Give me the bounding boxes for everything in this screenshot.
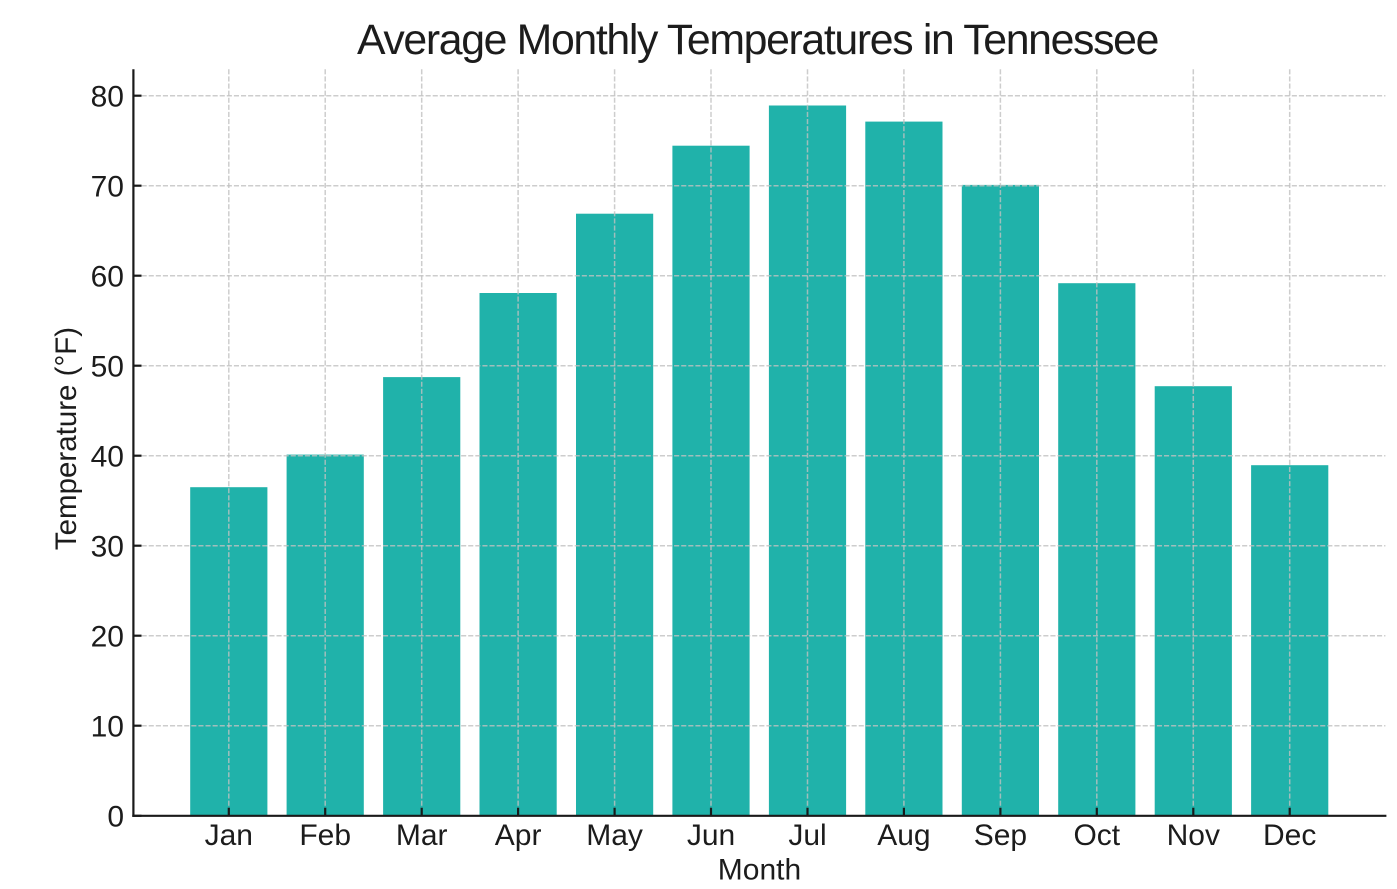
svg-text:Dec: Dec bbox=[1263, 819, 1316, 852]
svg-text:Apr: Apr bbox=[495, 819, 542, 852]
svg-text:May: May bbox=[586, 819, 643, 852]
svg-text:Temperature (°F): Temperature (°F) bbox=[50, 327, 83, 550]
svg-text:60: 60 bbox=[91, 261, 124, 294]
svg-text:20: 20 bbox=[91, 621, 124, 654]
svg-text:Oct: Oct bbox=[1073, 819, 1120, 852]
svg-text:Jan: Jan bbox=[205, 819, 253, 852]
svg-text:Nov: Nov bbox=[1167, 819, 1220, 852]
svg-text:80: 80 bbox=[91, 81, 124, 114]
svg-text:Jun: Jun bbox=[687, 819, 735, 852]
svg-text:50: 50 bbox=[91, 351, 124, 384]
svg-text:Jul: Jul bbox=[788, 819, 826, 852]
svg-text:Aug: Aug bbox=[877, 819, 930, 852]
svg-text:Feb: Feb bbox=[299, 819, 351, 852]
svg-text:70: 70 bbox=[91, 171, 124, 204]
svg-text:30: 30 bbox=[91, 531, 124, 564]
svg-text:Month: Month bbox=[718, 853, 801, 886]
svg-text:Mar: Mar bbox=[396, 819, 448, 852]
svg-text:10: 10 bbox=[91, 711, 124, 744]
svg-text:Sep: Sep bbox=[974, 819, 1027, 852]
svg-text:0: 0 bbox=[107, 801, 124, 834]
svg-text:40: 40 bbox=[91, 441, 124, 474]
svg-text:Average Monthly Temperatures i: Average Monthly Temperatures in Tennesse… bbox=[357, 16, 1158, 64]
